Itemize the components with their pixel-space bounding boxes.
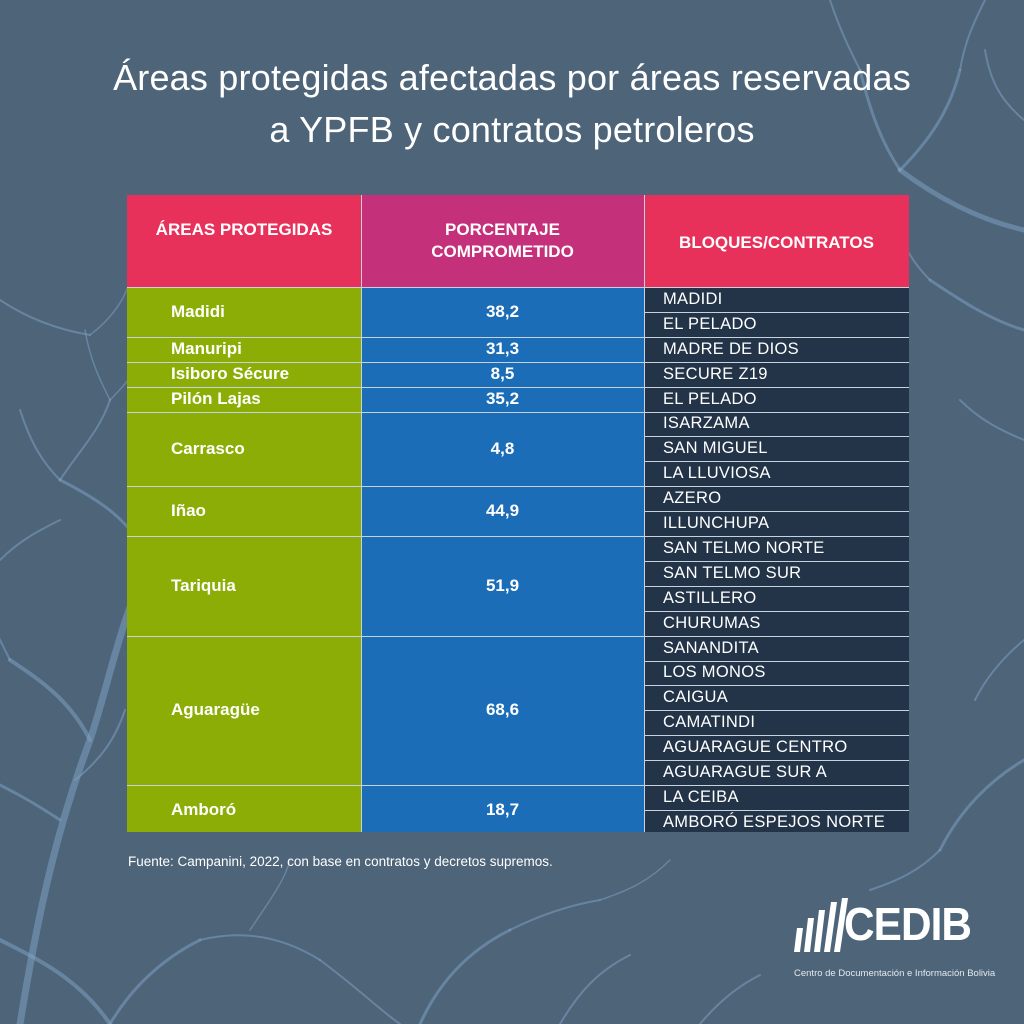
area-name: Madidi [171, 301, 225, 321]
row-divider [644, 809, 909, 811]
row-divider [644, 436, 909, 438]
header-blocks: BLOQUES/CONTRATOS [644, 195, 909, 287]
block-contract-name: ILLUNCHUPA [663, 514, 770, 533]
percent-value: 38,2 [485, 301, 520, 321]
protected-areas-table: ÁREAS PROTEGIDAS PORCENTAJE COMPROMETIDO… [127, 195, 909, 832]
row-divider [644, 560, 909, 562]
block-contract-name: CAIGUA [663, 688, 729, 707]
row-divider [644, 735, 909, 737]
header-percent: PORCENTAJE COMPROMETIDO [361, 195, 644, 287]
area-name: Aguaragüe [171, 700, 260, 720]
area-name: Amboró [171, 799, 237, 819]
block-contract-name: SAN TELMO NORTE [663, 538, 825, 557]
block-contract-name: CHURUMAS [663, 613, 761, 632]
cedib-bars-icon [794, 898, 848, 952]
block-contract-name: AGUARAGUE CENTRO [663, 738, 848, 757]
area-name: Pilón Lajas [171, 389, 261, 409]
block-contract-name: EL PELADO [663, 389, 757, 408]
logo-subtitle: Centro de Documentación e Información Bo… [794, 968, 996, 979]
block-contract-name: LA LLUVIOSA [663, 464, 771, 483]
blocks-column [644, 287, 909, 832]
header-areas: ÁREAS PROTEGIDAS [127, 195, 361, 287]
percent-value: 68,6 [485, 700, 520, 720]
page-title: Áreas protegidas afectadas por áreas res… [0, 52, 1024, 156]
areas-column [127, 287, 361, 832]
percent-value: 35,2 [485, 389, 520, 409]
group-divider [127, 361, 909, 363]
row-divider [644, 660, 909, 662]
block-contract-name: LA CEIBA [663, 787, 739, 806]
group-divider [127, 635, 909, 637]
block-contract-name: SANANDITA [663, 638, 759, 657]
group-divider [127, 486, 909, 488]
percent-value: 4,8 [490, 438, 515, 458]
block-contract-name: ISARZAMA [663, 414, 750, 433]
percent-value: 8,5 [490, 364, 515, 384]
cedib-logo: CEDIB Centro de Documentación e Informac… [792, 892, 995, 982]
row-divider [644, 311, 909, 313]
percent-value: 51,9 [485, 575, 520, 595]
block-contract-name: ASTILLERO [663, 588, 757, 607]
row-divider [644, 760, 909, 762]
block-contract-name: MADIDI [663, 289, 723, 308]
block-contract-name: AGUARAGUE SUR A [663, 763, 828, 782]
block-contract-name: SAN MIGUEL [663, 439, 768, 458]
row-divider [644, 585, 909, 587]
column-divider [361, 195, 362, 832]
block-contract-name: SECURE Z19 [663, 364, 768, 383]
block-contract-name: LOS MONOS [663, 663, 766, 682]
row-divider [644, 610, 909, 612]
block-contract-name: SAN TELMO SUR [663, 563, 802, 582]
area-name: Iñao [171, 501, 206, 521]
block-contract-name: AMBORÓ ESPEJOS NORTE [663, 812, 886, 831]
row-divider [644, 710, 909, 712]
group-divider [127, 411, 909, 413]
group-divider [127, 785, 909, 786]
area-name: Tariquia [171, 575, 236, 595]
title-line-1: Áreas protegidas afectadas por áreas res… [113, 57, 911, 98]
area-name: Carrasco [171, 438, 245, 458]
block-contract-name: MADRE DE DIOS [663, 339, 799, 358]
group-divider [127, 336, 909, 338]
block-contract-name: CAMATINDI [663, 713, 756, 732]
header-percent-line-1: PORCENTAJE [445, 220, 560, 239]
area-name: Manuripi [171, 339, 242, 359]
block-contract-name: EL PELADO [663, 314, 757, 333]
row-divider [644, 511, 909, 513]
group-divider [127, 287, 909, 288]
percent-value: 31,3 [485, 339, 520, 359]
block-contract-name: AZERO [663, 489, 722, 508]
header-percent-line-2: COMPROMETIDO [431, 242, 574, 261]
logo-wordmark: CEDIB [844, 898, 972, 950]
area-name: Isiboro Sécure [171, 364, 290, 384]
title-line-2: a YPFB y contratos petroleros [269, 109, 755, 150]
group-divider [127, 536, 909, 537]
percent-column [361, 287, 644, 832]
percent-value: 18,7 [485, 799, 520, 819]
percent-value: 44,9 [485, 501, 520, 521]
row-divider [644, 461, 909, 463]
row-divider [644, 685, 909, 687]
column-divider [644, 195, 645, 832]
group-divider [127, 386, 909, 388]
source-note: Fuente: Campanini, 2022, con base en con… [128, 854, 553, 869]
